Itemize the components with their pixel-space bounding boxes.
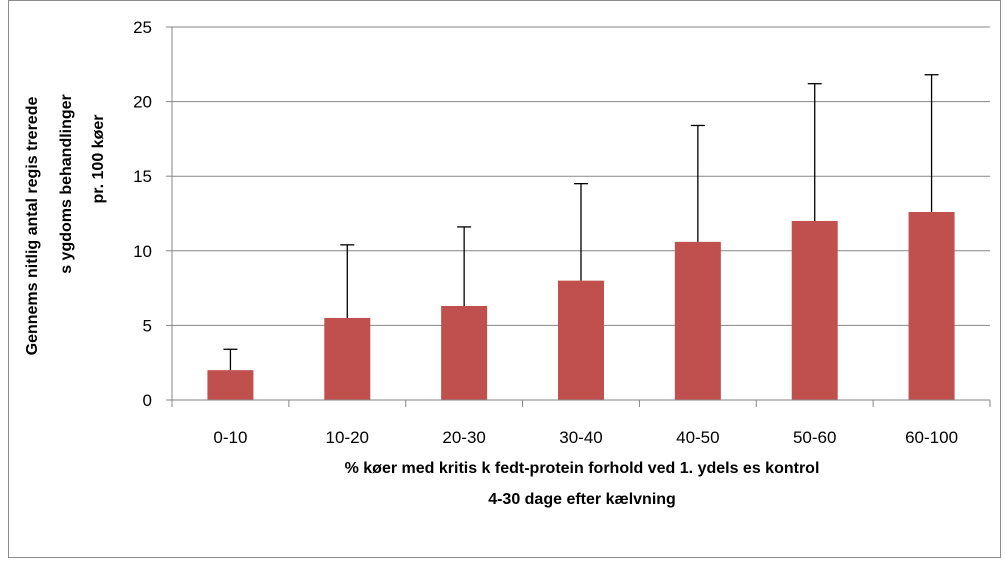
y-tick-label: 10 [133, 242, 152, 261]
bar-0-10 [207, 370, 254, 400]
bar-40-50 [674, 241, 721, 400]
y-tick-label: 20 [133, 93, 152, 112]
y-tick-label: 15 [133, 167, 152, 186]
bars [207, 212, 955, 400]
x-axis-title-line1: % køer med kritis k fedt-protein forhold… [345, 460, 820, 477]
x-tick-label: 30-40 [559, 428, 602, 447]
x-tick-label: 40-50 [676, 428, 719, 447]
y-axis-title-line2: s ygdoms behandlinger [58, 94, 75, 274]
bar-60-100 [908, 212, 955, 400]
x-tick-label: 10-20 [326, 428, 369, 447]
error-bars [223, 74, 939, 371]
tick-labels: 0 5 10 15 20 25 0-10 10-20 20-30 30-40 40-50 50-60 6… [133, 18, 958, 447]
axes [166, 26, 991, 407]
bar-30-40 [558, 280, 604, 400]
y-axis-title-line3: pr. 100 køer [90, 115, 107, 204]
bar-10-20 [324, 317, 371, 400]
y-tick-label: 0 [143, 391, 152, 410]
bar-50-60 [791, 220, 838, 400]
x-axis-title-line2: 4-30 dage efter kælvning [488, 491, 676, 508]
x-tick-label: 50-60 [793, 428, 836, 447]
y-tick-label: 25 [133, 18, 152, 37]
y-tick-label: 5 [143, 316, 152, 335]
y-axis-title-line1: Gennems nitlig antal regis trerede [24, 97, 41, 356]
x-tick-label: 20-30 [442, 428, 485, 447]
x-tick-label: 60-100 [905, 428, 958, 447]
bar-20-30 [441, 306, 488, 400]
x-tick-label: 0-10 [213, 428, 247, 447]
